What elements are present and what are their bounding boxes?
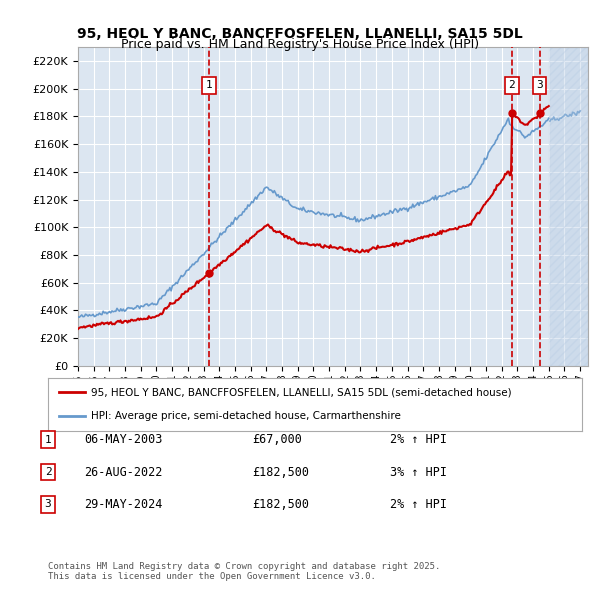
Text: 1: 1 — [44, 435, 52, 444]
Text: HPI: Average price, semi-detached house, Carmarthenshire: HPI: Average price, semi-detached house,… — [91, 411, 401, 421]
Text: 95, HEOL Y BANC, BANCFFOSFELEN, LLANELLI, SA15 5DL (semi-detached house): 95, HEOL Y BANC, BANCFFOSFELEN, LLANELLI… — [91, 388, 511, 398]
Text: £67,000: £67,000 — [252, 433, 302, 446]
Text: 29-MAY-2024: 29-MAY-2024 — [84, 498, 163, 511]
Text: 2: 2 — [44, 467, 52, 477]
Text: 3: 3 — [44, 500, 52, 509]
Text: 3: 3 — [536, 80, 543, 90]
Text: Contains HM Land Registry data © Crown copyright and database right 2025.
This d: Contains HM Land Registry data © Crown c… — [48, 562, 440, 581]
Text: £182,500: £182,500 — [252, 466, 309, 478]
Text: 1: 1 — [206, 80, 212, 90]
Text: Price paid vs. HM Land Registry's House Price Index (HPI): Price paid vs. HM Land Registry's House … — [121, 38, 479, 51]
Text: 26-AUG-2022: 26-AUG-2022 — [84, 466, 163, 478]
Text: £182,500: £182,500 — [252, 498, 309, 511]
Text: 2% ↑ HPI: 2% ↑ HPI — [390, 498, 447, 511]
Text: 2% ↑ HPI: 2% ↑ HPI — [390, 433, 447, 446]
Text: 3% ↑ HPI: 3% ↑ HPI — [390, 466, 447, 478]
Text: 95, HEOL Y BANC, BANCFFOSFELEN, LLANELLI, SA15 5DL: 95, HEOL Y BANC, BANCFFOSFELEN, LLANELLI… — [77, 27, 523, 41]
Text: 2: 2 — [509, 80, 515, 90]
Text: 06-MAY-2003: 06-MAY-2003 — [84, 433, 163, 446]
